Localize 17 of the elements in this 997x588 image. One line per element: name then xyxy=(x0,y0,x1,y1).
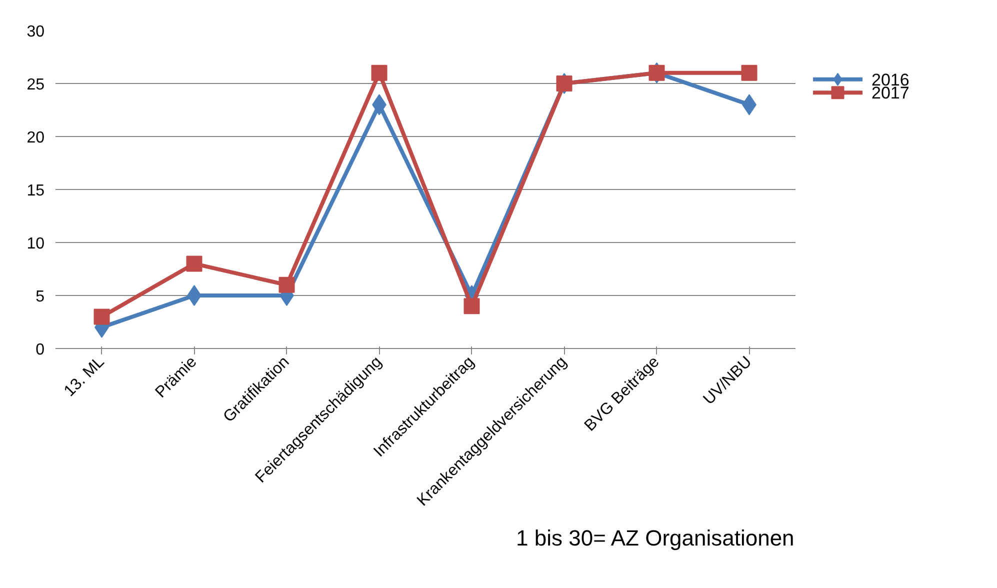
text: 1 bis 30= AZ Organisationen xyxy=(516,526,794,550)
point xyxy=(278,276,295,293)
y-tick-label: 15 xyxy=(26,182,45,200)
point xyxy=(371,64,388,81)
y-tick-label: 20 xyxy=(26,130,45,146)
y-tick-label: 30 xyxy=(26,24,45,40)
y-tick-label: 10 xyxy=(26,236,45,252)
point xyxy=(94,308,110,325)
y-tick-label: 25 xyxy=(26,76,45,94)
x-tick-label: 13. ML xyxy=(61,353,108,400)
y-tick-label: 0 xyxy=(36,342,45,358)
y-tick-label: 5 xyxy=(36,288,45,306)
point xyxy=(648,64,665,81)
point xyxy=(464,298,480,314)
point xyxy=(186,256,202,272)
point xyxy=(556,76,572,92)
point xyxy=(741,64,758,81)
